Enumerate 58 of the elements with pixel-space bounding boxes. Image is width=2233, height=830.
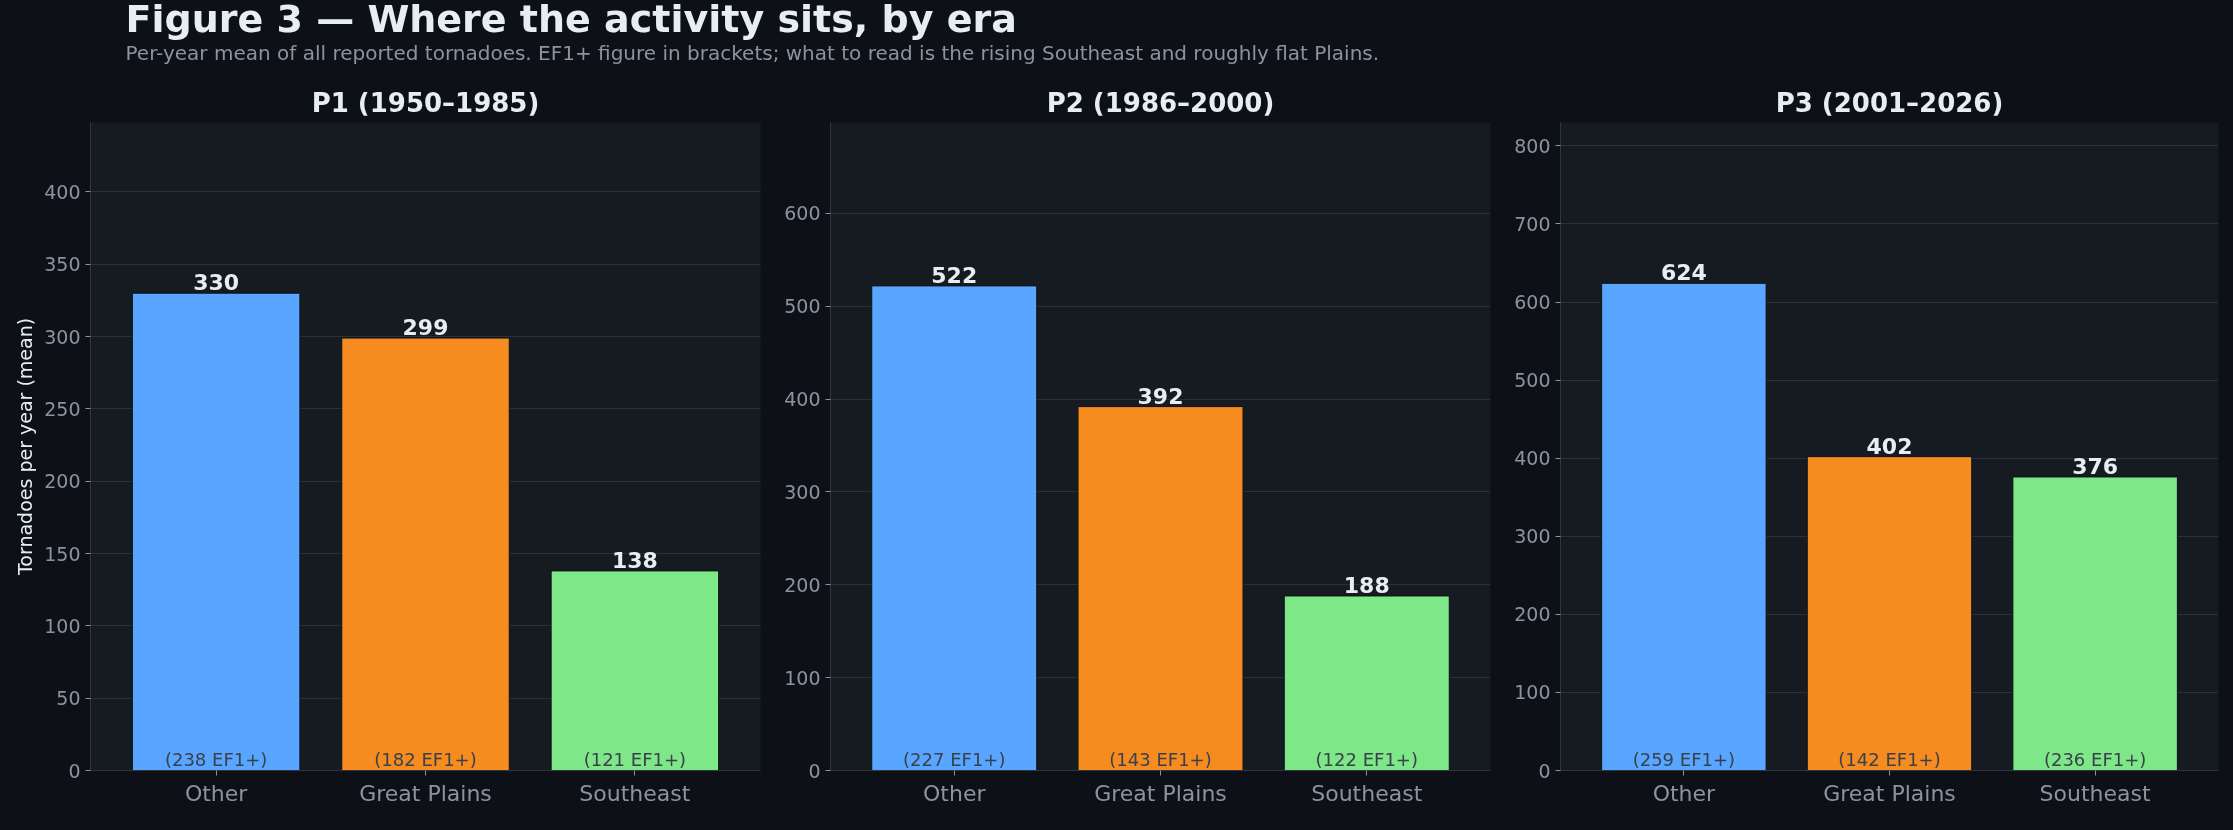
x-tick-label: Great Plains <box>359 780 492 806</box>
data-label: 138 <box>611 547 658 573</box>
data-label: 624 <box>1660 260 1707 286</box>
y-tick-label: 300 <box>784 480 821 503</box>
y-tick-label: 200 <box>44 470 81 493</box>
y-axis-title: Tornadoes per year (mean) <box>14 317 37 577</box>
y-tick-label: 300 <box>1514 525 1551 548</box>
y-tick-label: 300 <box>44 325 81 348</box>
y-tick-label: 400 <box>44 180 81 203</box>
annotation: (236 EF1+) <box>2043 748 2147 770</box>
text: Figure 3 — Where the activity sits, by era <box>125 0 1017 41</box>
x-tick-label: Other <box>184 780 249 806</box>
data-label: 376 <box>2072 453 2119 479</box>
y-tick-label: 100 <box>44 614 81 637</box>
annotation: (143 EF1+) <box>1109 748 1212 770</box>
y-tick-label: 600 <box>784 202 821 225</box>
y-tick-label: 250 <box>44 397 81 420</box>
x-tick-label: Southeast <box>1311 780 1423 806</box>
chart-title: P1 (1950–1985) <box>311 87 540 118</box>
data-label: 392 <box>1137 383 1184 409</box>
data-label: 522 <box>931 262 978 288</box>
x-tick-label: Other <box>923 780 987 806</box>
x-tick-label: Southeast <box>579 780 691 806</box>
y-tick-label: 100 <box>1514 681 1551 704</box>
annotation: (142 EF1+) <box>1838 748 1941 770</box>
x-tick-label: Southeast <box>2039 780 2152 806</box>
data-label: 330 <box>193 270 240 296</box>
x-tick-label: Other <box>1652 780 1717 806</box>
y-tick-label: 600 <box>1514 291 1551 314</box>
data-label: 188 <box>1343 572 1390 598</box>
chart-title: P3 (2001–2026) <box>1775 87 2004 118</box>
y-tick-label: 350 <box>44 253 81 276</box>
y-tick-label: 0 <box>808 759 821 782</box>
y-tick-label: 200 <box>1514 603 1551 626</box>
y-tick-label: 150 <box>44 542 81 565</box>
annotation: (238 EF1+) <box>164 748 268 770</box>
y-tick-label: 700 <box>1514 212 1551 235</box>
y-tick-label: 800 <box>1514 134 1551 157</box>
y-tick-label: 500 <box>784 295 821 318</box>
y-tick-label: 50 <box>56 687 81 710</box>
y-tick-label: 400 <box>784 388 821 411</box>
x-tick-label: Great Plains <box>1823 780 1956 806</box>
data-label: 299 <box>402 315 449 341</box>
y-tick-label: 0 <box>1538 759 1551 782</box>
y-tick-label: 200 <box>784 573 821 596</box>
y-tick-label: 100 <box>784 666 821 689</box>
annotation: (122 EF1+) <box>1315 748 1418 770</box>
y-tick-label: 400 <box>1514 447 1551 470</box>
annotation: (182 EF1+) <box>374 748 477 770</box>
y-tick-label: 0 <box>68 759 81 782</box>
x-tick-label: Great Plains <box>1094 780 1227 806</box>
annotation: (259 EF1+) <box>1632 748 1736 770</box>
data-label: 402 <box>1866 433 1913 459</box>
annotation: (121 EF1+) <box>583 748 687 770</box>
text: Per-year mean of all reported tornadoes. EF1+ figure in brackets; what to read is the rising Southeast and roughly flat Plains. <box>125 40 1380 65</box>
annotation: (227 EF1+) <box>903 748 1006 770</box>
y-tick-label: 500 <box>1514 369 1551 392</box>
chart-title: P2 (1986–2000) <box>1046 87 1275 118</box>
